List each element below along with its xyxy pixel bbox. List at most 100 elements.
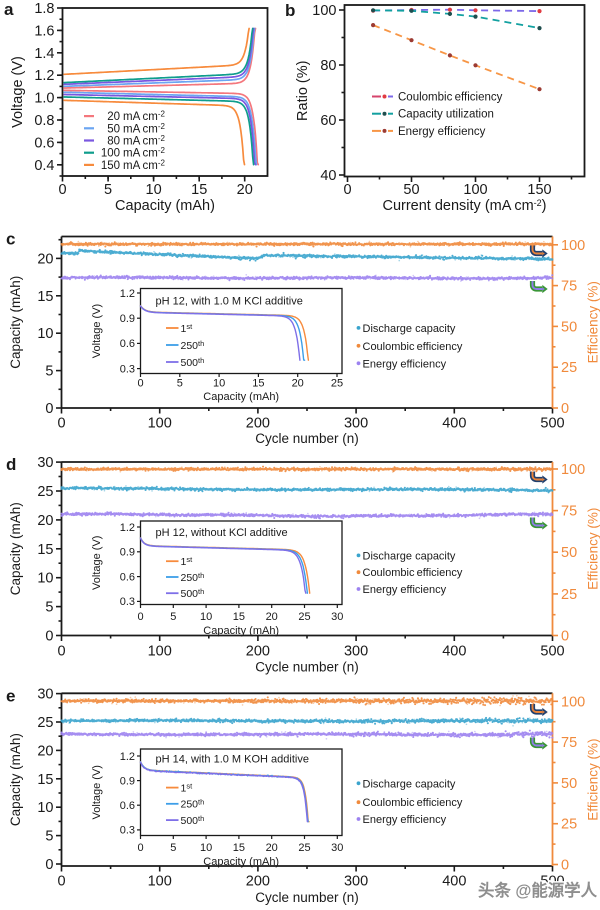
- svg-text:0: 0: [561, 401, 569, 417]
- svg-text:10: 10: [37, 571, 53, 587]
- svg-text:Coulombic efficiency: Coulombic efficiency: [363, 341, 463, 353]
- svg-text:100: 100: [463, 182, 487, 198]
- svg-text:1.2: 1.2: [120, 522, 135, 534]
- svg-text:400: 400: [442, 416, 466, 432]
- svg-text:30: 30: [37, 455, 53, 471]
- svg-text:200: 200: [246, 416, 270, 432]
- svg-text:Capacity (mAh): Capacity (mAh): [8, 733, 23, 826]
- svg-text:80: 80: [107, 136, 120, 148]
- svg-text:5: 5: [45, 600, 53, 616]
- svg-text:Ratio (%): Ratio (%): [295, 61, 311, 121]
- svg-text:pH 12, with 1.0 M KCl additive: pH 12, with 1.0 M KCl additive: [156, 296, 303, 308]
- svg-text:Voltage (V): Voltage (V): [91, 765, 103, 819]
- svg-text:10: 10: [213, 378, 225, 390]
- svg-text:50: 50: [107, 123, 120, 135]
- svg-text:150: 150: [101, 160, 120, 172]
- svg-text:5: 5: [45, 364, 53, 380]
- svg-text:1.4: 1.4: [34, 46, 54, 62]
- svg-text:50: 50: [561, 545, 577, 561]
- svg-text:a: a: [4, 0, 14, 19]
- svg-text:40: 40: [320, 168, 336, 184]
- svg-text:100: 100: [148, 416, 172, 432]
- svg-text:100: 100: [561, 462, 585, 478]
- svg-text:Capacity (mAh): Capacity (mAh): [115, 198, 215, 214]
- svg-text:100: 100: [561, 238, 585, 254]
- svg-text:20: 20: [107, 111, 120, 123]
- svg-text:Energy efficiency: Energy efficiency: [363, 584, 447, 596]
- svg-text:Efficiency (%): Efficiency (%): [585, 281, 600, 363]
- svg-text:Coulombic efficiency: Coulombic efficiency: [363, 797, 463, 809]
- svg-text:75: 75: [561, 504, 577, 520]
- svg-text:0: 0: [58, 182, 66, 198]
- svg-text:Energy efficiency: Energy efficiency: [363, 358, 447, 370]
- svg-text:Voltage (V): Voltage (V): [10, 56, 26, 128]
- svg-text:200: 200: [246, 643, 270, 659]
- svg-text:20: 20: [292, 378, 304, 390]
- svg-text:10: 10: [146, 182, 162, 198]
- svg-text:0: 0: [137, 378, 143, 390]
- svg-text:mA cm-2: mA cm-2: [123, 134, 166, 148]
- svg-text:0.6: 0.6: [120, 571, 135, 583]
- svg-text:Cycle number (n): Cycle number (n): [255, 660, 359, 675]
- svg-text:1.2: 1.2: [34, 68, 54, 84]
- svg-text:0: 0: [57, 874, 65, 890]
- svg-text:0.3: 0.3: [120, 363, 135, 375]
- svg-text:Cycle number (n): Cycle number (n): [255, 431, 359, 446]
- svg-text:pH 14, with 1.0 M KOH additive: pH 14, with 1.0 M KOH additive: [156, 754, 309, 766]
- svg-text:100: 100: [312, 3, 336, 19]
- svg-text:0: 0: [137, 842, 143, 854]
- svg-text:1.2: 1.2: [120, 288, 135, 300]
- svg-text:0.6: 0.6: [120, 800, 135, 812]
- svg-text:Coulombic efficiency: Coulombic efficiency: [398, 92, 503, 104]
- svg-text:Cycle number (n): Cycle number (n): [255, 890, 359, 905]
- svg-text:Efficiency (%): Efficiency (%): [586, 508, 600, 590]
- svg-text:15: 15: [37, 289, 53, 305]
- svg-text:0.4: 0.4: [34, 158, 54, 174]
- svg-text:50: 50: [561, 319, 577, 335]
- svg-text:Voltage (V): Voltage (V): [91, 536, 103, 590]
- svg-text:15: 15: [37, 542, 53, 558]
- svg-text:c: c: [6, 230, 15, 249]
- svg-text:20: 20: [37, 513, 53, 529]
- svg-text:400: 400: [442, 874, 466, 890]
- svg-text:Coulombic efficiency: Coulombic efficiency: [363, 567, 463, 579]
- svg-text:25: 25: [331, 378, 343, 390]
- svg-text:10: 10: [37, 800, 53, 816]
- svg-text:Current density (mA cm-2): Current density (mA cm-2): [382, 198, 546, 214]
- svg-text:0.9: 0.9: [120, 775, 135, 787]
- svg-text:200: 200: [246, 874, 270, 890]
- svg-text:mA cm-2: mA cm-2: [123, 146, 166, 160]
- svg-text:20: 20: [266, 611, 278, 623]
- svg-text:mA cm-2: mA cm-2: [123, 158, 166, 172]
- svg-text:150: 150: [527, 182, 551, 198]
- svg-text:5: 5: [104, 182, 112, 198]
- svg-text:e: e: [6, 686, 15, 705]
- svg-text:Capacity utilization: Capacity utilization: [398, 109, 494, 121]
- svg-text:25: 25: [298, 611, 310, 623]
- svg-text:0: 0: [561, 858, 569, 874]
- svg-text:0: 0: [561, 629, 569, 645]
- svg-text:25: 25: [561, 817, 577, 833]
- svg-text:30: 30: [37, 687, 53, 703]
- svg-text:Energy efficiency: Energy efficiency: [398, 126, 486, 138]
- svg-text:0.3: 0.3: [120, 596, 135, 608]
- svg-text:mA cm-2: mA cm-2: [123, 122, 166, 136]
- svg-text:25: 25: [561, 360, 577, 376]
- svg-text:0.9: 0.9: [120, 547, 135, 559]
- svg-text:75: 75: [561, 279, 577, 295]
- svg-text:0.9: 0.9: [120, 313, 135, 325]
- svg-text:Energy efficiency: Energy efficiency: [363, 814, 447, 826]
- svg-text:20: 20: [237, 182, 253, 198]
- svg-text:300: 300: [344, 416, 368, 432]
- svg-text:0.6: 0.6: [34, 135, 54, 151]
- svg-text:pH 12, without KCl additive: pH 12, without KCl additive: [156, 527, 288, 539]
- svg-text:0.3: 0.3: [120, 825, 135, 837]
- svg-text:60: 60: [320, 113, 336, 129]
- svg-text:30: 30: [331, 842, 343, 854]
- svg-text:15: 15: [191, 182, 207, 198]
- svg-text:5: 5: [177, 378, 183, 390]
- svg-text:Discharge capacity: Discharge capacity: [363, 778, 456, 790]
- svg-text:Capacity (mAh): Capacity (mAh): [203, 856, 279, 868]
- svg-text:mA cm-2: mA cm-2: [123, 110, 166, 124]
- svg-text:100: 100: [148, 643, 172, 659]
